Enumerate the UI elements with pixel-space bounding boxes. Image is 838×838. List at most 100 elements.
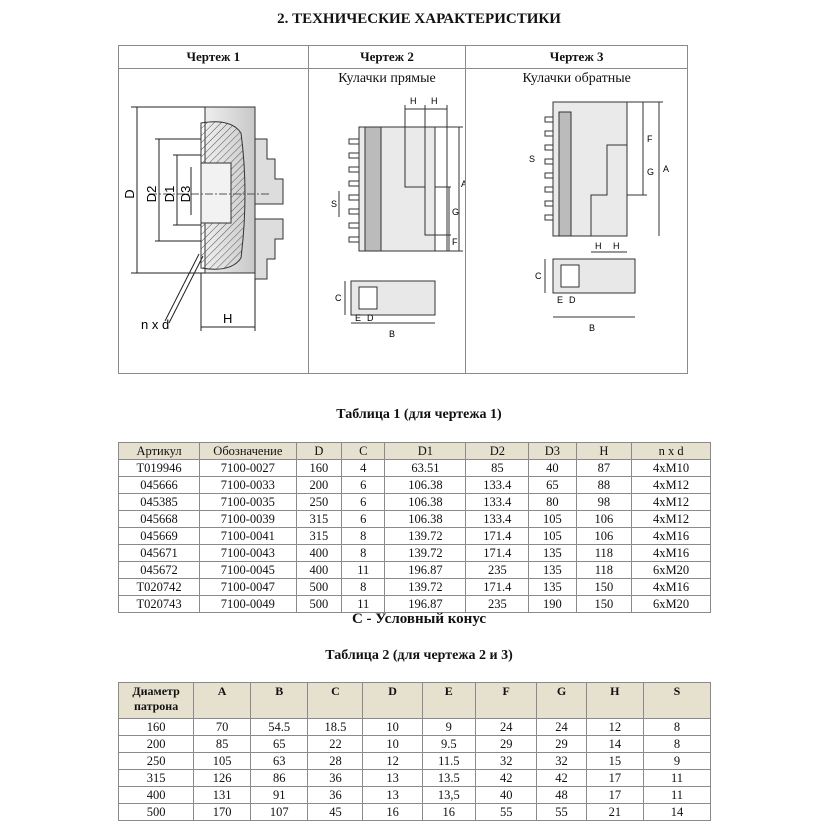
label-E: E: [557, 295, 563, 305]
table-cell: 150: [575, 578, 633, 596]
table-row: T019946 7100-0027 160 4 63.51 85 40 87 4xM10: [117, 459, 711, 477]
column-header: C: [341, 442, 386, 460]
table-cell: 13: [362, 769, 423, 787]
table-cell: 7100-0027: [199, 459, 297, 477]
table-cell: 133.4: [465, 510, 530, 528]
table-row: 045385 7100-0035 250 6 106.38 133.4 80 98 4xM12: [117, 493, 711, 511]
label-nxd: n x d: [141, 317, 169, 332]
table-cell: 8: [643, 718, 711, 736]
drawing-1-header: Чертеж 1: [118, 45, 309, 69]
table-cell: 40: [528, 459, 577, 477]
label-D: D: [569, 295, 576, 305]
table-cell: 10: [362, 735, 423, 753]
column-header: D3: [528, 442, 577, 460]
table-cell: 24: [474, 718, 538, 736]
table-cell: 85: [193, 735, 251, 753]
table-cell: 7100-0035: [199, 493, 297, 511]
table-cell: 250: [295, 493, 343, 511]
label-F: F: [647, 134, 653, 144]
table-cell: 10: [362, 718, 423, 736]
table-cell: 6xM20: [631, 561, 711, 579]
label-A: A: [461, 179, 465, 189]
table-cell: T019946: [117, 459, 201, 477]
label-E: E: [355, 313, 361, 323]
table-cell: T020743: [117, 595, 201, 613]
table-cell: 160: [117, 718, 195, 736]
column-header: n x d: [631, 442, 711, 460]
table-cell: 500: [117, 803, 195, 821]
table-cell: 235: [465, 561, 530, 579]
table-cell: 7100-0049: [199, 595, 297, 613]
table-cell: 28: [307, 752, 364, 770]
table-cell: 11.5: [421, 752, 476, 770]
table-cell: 40: [474, 786, 538, 804]
label-B: B: [589, 323, 595, 333]
table-cell: 13: [362, 786, 423, 804]
table-row: 250 105 63 28 12 11.5 32 32 15 9: [117, 752, 711, 770]
column-header: A: [193, 682, 251, 719]
table-cell: 12: [585, 718, 645, 736]
column-header: Артикул: [117, 442, 201, 460]
table-cell: 29: [474, 735, 538, 753]
table-cell: 70: [193, 718, 251, 736]
table-cell: 91: [249, 786, 309, 804]
table-cell: 7100-0045: [199, 561, 297, 579]
table-cell: 400: [117, 786, 195, 804]
table-cell: 32: [536, 752, 587, 770]
table-cell: 235: [465, 595, 530, 613]
table-cell: 045671: [117, 544, 201, 562]
column-header: C: [307, 682, 364, 719]
column-header: G: [536, 682, 587, 719]
table-cell: 106.38: [384, 510, 467, 528]
table-cell: 139.72: [384, 544, 467, 562]
table-cell: 045668: [117, 510, 201, 528]
table-cell: 11: [341, 561, 386, 579]
table-cell: 500: [295, 595, 343, 613]
table-cell: 139.72: [384, 527, 467, 545]
table-cell: 7100-0041: [199, 527, 297, 545]
table-cell: 8: [341, 544, 386, 562]
column-header: B: [249, 682, 309, 719]
table-cell: 106: [575, 527, 633, 545]
table-cell: 133.4: [465, 493, 530, 511]
table-cell: 8: [341, 578, 386, 596]
table-cell: 315: [295, 527, 343, 545]
label-D: D: [122, 189, 137, 198]
table-cell: 4xM12: [631, 493, 711, 511]
table-row: T020743 7100-0049 500 11 196.87 235 190 150 6xM2…: [117, 595, 711, 613]
table-cell: 8: [643, 735, 711, 753]
column-header: E: [421, 682, 476, 719]
section-title: 2. ТЕХНИЧЕСКИЕ ХАРАКТЕРИСТИКИ: [277, 11, 561, 27]
table-2-caption: Таблица 2 (для чертежа 2 и 3): [325, 648, 513, 663]
table-cell: 7100-0047: [199, 578, 297, 596]
table-cell: 045672: [117, 561, 201, 579]
column-header: D: [362, 682, 423, 719]
table-cell: 11: [341, 595, 386, 613]
table-row: 045669 7100-0041 315 8 139.72 171.4 105 106 4xM1…: [117, 527, 711, 545]
table-cell: 6: [341, 476, 386, 494]
table-1-note: С - Условный конус: [351, 611, 487, 627]
drawings-table: Чертеж 1 Чертеж 2 Чертеж 3: [118, 45, 688, 374]
table-cell: 7100-0043: [199, 544, 297, 562]
table-cell: 98: [575, 493, 633, 511]
table-cell: 170: [193, 803, 251, 821]
table-cell: 133.4: [465, 476, 530, 494]
table-cell: 45: [307, 803, 364, 821]
column-header: Диаметр патрона: [117, 682, 195, 719]
drawing-3-header: Чертеж 3: [465, 45, 688, 69]
label-H: H: [223, 311, 232, 326]
table-cell: 4xM10: [631, 459, 711, 477]
table-cell: 86: [249, 769, 309, 787]
drawing-3-subtitle: Кулачки обратные: [522, 71, 631, 86]
table-cell: 42: [474, 769, 538, 787]
table-cell: 160: [295, 459, 343, 477]
table-cell: 171.4: [465, 527, 530, 545]
table-cell: 190: [528, 595, 577, 613]
table-row: 200 85 65 22 10 9.5 29 29 14 8: [117, 735, 711, 753]
table-cell: T020742: [117, 578, 201, 596]
table-cell: 106.38: [384, 476, 467, 494]
table-cell: 80: [528, 493, 577, 511]
table-cell: 131: [193, 786, 251, 804]
table-cell: 55: [536, 803, 587, 821]
